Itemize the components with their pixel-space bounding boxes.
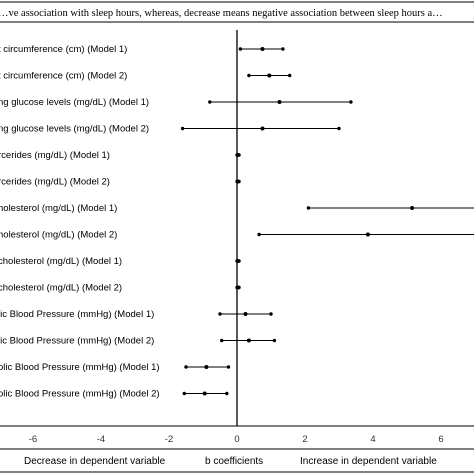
row-label: ng glucose levels (mg/dL) (Model 1) [0,97,149,108]
chart-title: …ve association with sleep hours, wherea… [0,8,443,19]
x-axis-label: b coefficients [205,456,263,467]
ci-upper-marker [337,126,341,131]
point-estimate [236,153,241,157]
ci-upper-marker [281,47,285,51]
footer-left-label: Decrease in dependent variable [24,456,166,467]
ci-upper-marker [225,391,229,396]
point-estimate [260,47,265,51]
ci-upper-marker [349,100,353,104]
ci-lower-marker [180,126,185,131]
point-estimate [243,312,248,316]
x-tick-label: -4 [97,434,105,445]
point-estimate [246,338,251,343]
ci-lower-marker [306,206,311,210]
ci-upper-marker [226,365,231,369]
point-estimate [365,232,370,237]
ci-lower-marker [184,365,188,369]
row-label: t circumference (cm) (Model 2) [0,71,127,82]
ci-upper-marker [272,338,277,343]
x-tick-group: -6 -4 -2 0 2 4 6 [29,434,444,445]
row-label: lic Blood Pressure (mmHg) (Model 1) [0,309,154,320]
point-estimate [236,179,241,184]
row-label: olic Blood Pressure (mmHg) (Model 1) [0,362,160,373]
point-estimate [410,206,415,210]
ci-lower-marker [218,312,222,316]
x-tick-label: 6 [438,434,443,445]
row-label: olic Blood Pressure (mmHg) (Model 2) [0,389,160,400]
x-tick-label: -2 [165,434,173,445]
point-estimate [236,259,241,263]
ci-lower-marker [257,232,261,237]
row-label: lic Blood Pressure (mmHg) (Model 2) [0,336,154,347]
ci-lower-marker [220,338,224,343]
ci-lower-marker [238,47,243,51]
rows-group: t circumference (cm) (Model 1) t circumfe… [0,44,474,400]
point-estimate [202,391,207,396]
row-label: ng glucose levels (mg/dL) (Model 2) [0,124,149,135]
point-estimate [204,365,209,369]
row-label: cholesterol (mg/dL) (Model 2) [0,283,122,294]
ci-lower-marker [247,73,251,78]
row-label: rcerides (mg/dL) (Model 1) [0,150,110,161]
x-tick-label: 0 [234,434,239,445]
x-tick-label: 2 [302,434,307,445]
x-tick-label: 4 [370,434,375,445]
row-label: t circumference (cm) (Model 1) [0,44,127,55]
ci-upper-marker [269,312,273,316]
point-estimate [260,126,265,131]
row-label: holesterol (mg/dL) (Model 2) [0,230,117,241]
ci-upper-marker [288,73,292,78]
row-label: rcerides (mg/dL) (Model 2) [0,177,110,188]
x-tick-label: -6 [29,434,37,445]
point-estimate [277,100,282,104]
row-label: cholesterol (mg/dL) (Model 1) [0,256,122,267]
ci-lower-marker [208,100,212,104]
point-estimate [267,73,272,78]
ci-lower-marker [182,391,186,396]
point-estimate [236,285,241,290]
footer-right-label: Increase in dependent variable [300,456,437,467]
row-label: holesterol (mg/dL) (Model 1) [0,203,117,214]
